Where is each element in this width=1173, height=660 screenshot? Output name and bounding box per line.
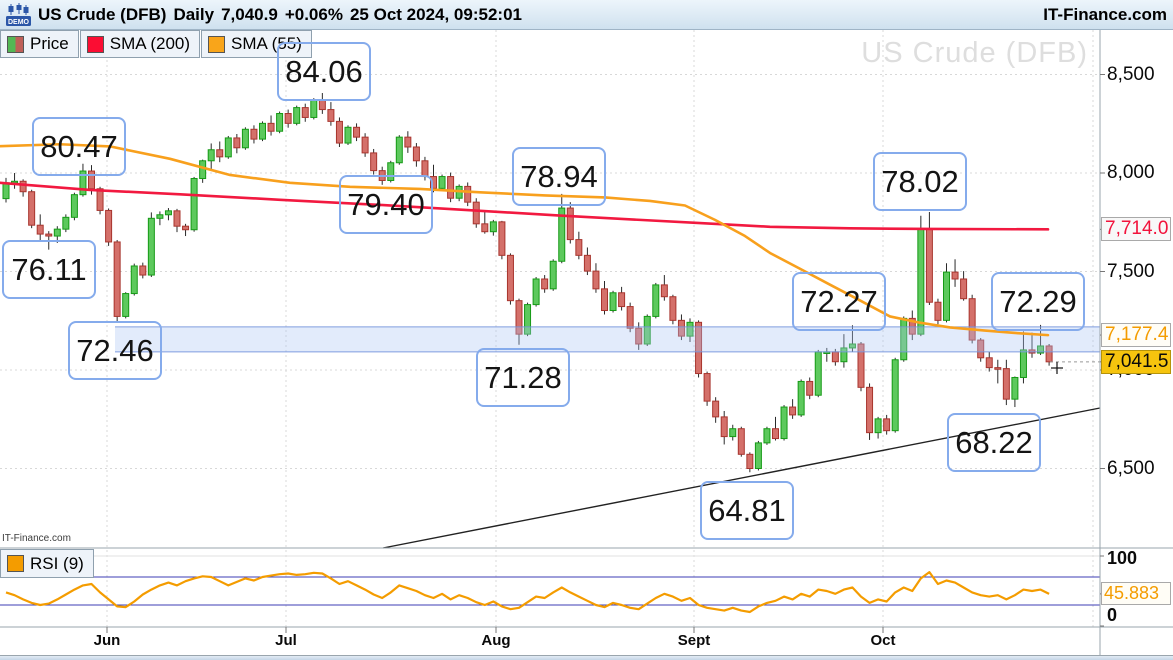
sma55-value-label: 7,177.4 [1101,323,1171,348]
instrument-name: US Crude (DFB) [38,4,167,24]
support-band [115,326,1100,353]
horizontal-scrollbar[interactable] [0,655,1173,660]
legend-chip-rsi[interactable]: RSI (9) [0,549,94,578]
legend-chip-sma200[interactable]: SMA (200) [79,30,201,58]
legend-chip-price[interactable]: Price [0,30,79,58]
price-annotation-box: 71.28 [476,348,570,407]
x-axis-month-label: Sept [677,632,711,649]
rsi-axis-bottom-label: 0 [1107,605,1118,625]
price-annotation-box: 80.47 [32,117,126,176]
last-price-marker [1050,361,1100,374]
price-annotation-box: 72.27 [792,272,886,331]
sma55-swatch-icon [208,35,226,53]
legend-rsi-label: RSI (9) [30,553,84,573]
price-annotation-box: 78.02 [873,152,967,211]
x-axis-month-label: Jun [93,632,121,649]
y-axis-tick-label: 8,500 [1107,63,1155,85]
price-annotation-box: 68.22 [947,413,1041,472]
timeframe-label: Daily [173,4,215,24]
last-price-label: 7,041.5 [1101,349,1171,374]
rsi-legend: RSI (9) [0,549,94,578]
rsi-axis-top-label: 100 [1107,548,1138,568]
demo-badge-icon: DEMO [6,2,31,26]
sma200-line [0,181,1050,231]
x-axis-month-label: Jul [275,632,297,649]
price-annotation-box: 72.46 [68,321,162,380]
quote-datetime: 25 Oct 2024, 09:52:01 [349,4,522,24]
price-annotation-box: 78.94 [512,147,606,206]
price-annotation-box: 79.40 [339,175,433,234]
price-annotation-box: 84.06 [277,42,371,101]
rsi-line [5,570,1050,614]
price-annotation-box: 64.81 [700,481,794,540]
price-annotation-box: 76.11 [2,240,96,299]
y-axis-tick-label: 8,000 [1107,162,1155,183]
x-axis-month-label: Aug [481,632,511,649]
legend-price-label: Price [30,34,69,53]
y-axis-tick-label: 6,500 [1107,457,1155,479]
chart-title: US Crude (DFB) Daily 7,040.9 +0.06% 25 O… [38,5,522,25]
footer-brand-text: IT-Finance.com [2,533,71,544]
rsi-swatch-icon [7,555,24,572]
instrument-watermark: US Crude (DFB) [861,37,1088,69]
candles-layer[interactable] [2,93,1053,473]
rsi-current-value-label: 45.883 [1101,581,1171,605]
sma200-value-label: 7,714.0 [1101,217,1171,242]
price-annotation-box: 72.29 [991,272,1085,331]
price-swatch-icon [7,35,24,53]
rsi-panel-layer [0,555,1100,614]
x-axis-month-label: Oct [870,632,896,649]
indicator-legend: Price SMA (200) SMA (55) [0,30,312,58]
panel-borders [0,30,1173,655]
brand-link: IT-Finance.com [1043,4,1167,24]
title-bar: DEMO US Crude (DFB) Daily 7,040.9 +0.06%… [0,0,1173,30]
legend-sma200-label: SMA (200) [109,34,191,53]
sma55-line [0,142,1050,337]
last-price-value: 7,040.9 [221,4,278,24]
y-axis-tick-label: 7,500 [1107,260,1155,282]
sma200-swatch-icon [86,35,104,53]
trendline [382,407,1101,549]
svg-text:DEMO: DEMO [8,19,30,26]
sma-lines-layer [0,142,1050,337]
change-percent: +0.06% [284,4,343,24]
